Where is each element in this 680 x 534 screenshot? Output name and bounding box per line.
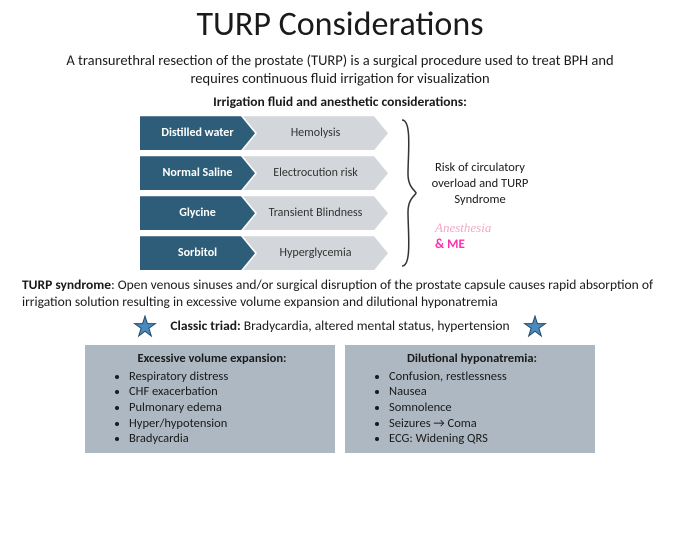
logo-line1: Anesthesia [435, 220, 491, 235]
list-item: ECG: Widening QRS [389, 431, 585, 447]
fluid-risk: Hyperglycemia [243, 236, 388, 270]
curly-brace-icon [400, 118, 418, 268]
hyponatremia-box: Dilutional hyponatremia: Confusion, rest… [345, 345, 595, 453]
triad-text: Bradycardia, altered mental status, hype… [241, 317, 510, 334]
fluid-risk: Electrocution risk [243, 156, 388, 190]
list-item: Respiratory distress [129, 369, 325, 385]
list-item: Bradycardia [129, 431, 325, 447]
list-item: Hyper/hypotension [129, 416, 325, 432]
subtitle-text: A transurethral resection of the prostat… [44, 51, 636, 87]
fluid-label: Normal Saline [140, 156, 255, 190]
brand-logo: Anesthesia & ME [435, 220, 491, 252]
list-item: CHF exacerbation [129, 384, 325, 400]
triad-label: Classic triad: [170, 317, 240, 334]
section-heading: Irrigation fluid and anesthetic consider… [0, 93, 680, 110]
fluid-label: Glycine [140, 196, 255, 230]
volume-expansion-box: Excessive volume expansion: Respiratory … [85, 345, 335, 453]
syndrome-paragraph: TURP syndrome: Open venous sinuses and/o… [22, 277, 658, 311]
box-title: Dilutional hyponatremia: [359, 351, 585, 367]
brace-caption: Risk of circulatory overload and TURP Sy… [420, 160, 540, 207]
fluid-risk: Hemolysis [243, 116, 388, 150]
logo-line2: & ME [435, 237, 465, 252]
fluid-label: Distilled water [140, 116, 255, 150]
syndrome-label: TURP syndrome [22, 276, 111, 293]
star-icon [133, 315, 157, 339]
syndrome-text: : Open venous sinuses and/or surgical di… [22, 276, 653, 310]
list-item: Confusion, restlessness [389, 369, 585, 385]
star-icon [523, 315, 547, 339]
box-title: Excessive volume expansion: [99, 351, 325, 367]
fluid-label: Sorbitol [140, 236, 255, 270]
list-item: Pulmonary edema [129, 400, 325, 416]
page-title: TURP Considerations [0, 4, 680, 45]
list-item: Somnolence [389, 400, 585, 416]
chevron-diagram: Distilled water Hemolysis Normal Saline … [60, 116, 620, 271]
symptom-boxes: Excessive volume expansion: Respiratory … [80, 345, 600, 453]
list-item: Nausea [389, 384, 585, 400]
classic-triad-line: Classic triad: Bradycardia, altered ment… [0, 315, 680, 339]
fluid-risk: Transient Blindness [243, 196, 388, 230]
list-item: Seizures → Coma [389, 416, 585, 432]
